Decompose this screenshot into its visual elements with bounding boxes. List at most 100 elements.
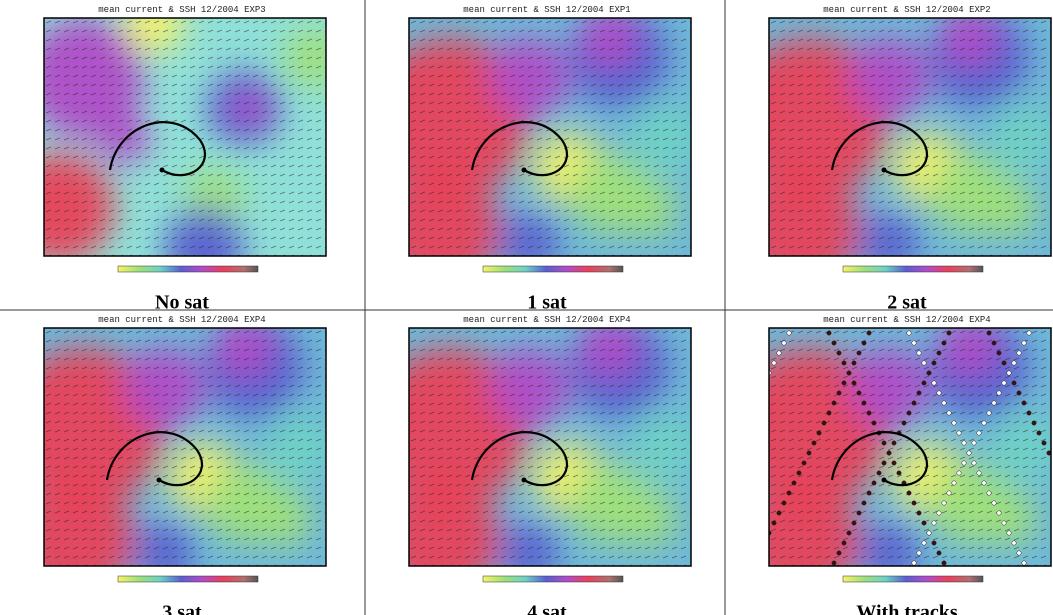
track-point bbox=[867, 491, 871, 495]
panel-title: mean current & SSH 12/2004 EXP3 bbox=[98, 5, 265, 15]
track-point bbox=[832, 561, 836, 565]
track-point bbox=[962, 441, 966, 445]
track-point bbox=[787, 491, 791, 495]
track-point bbox=[842, 381, 846, 385]
track-point bbox=[872, 421, 876, 425]
current-arrows bbox=[769, 18, 1051, 256]
panel-title: mean current & SSH 12/2004 EXP2 bbox=[823, 5, 990, 15]
track-point bbox=[937, 551, 941, 555]
track-point bbox=[837, 391, 841, 395]
track-point bbox=[892, 461, 896, 465]
figure: mean current & SSH 12/2004 EXP3No satmea… bbox=[0, 0, 1053, 615]
track-point bbox=[1017, 351, 1021, 355]
track-point bbox=[997, 391, 1001, 395]
track-point bbox=[882, 461, 886, 465]
panel-title: mean current & SSH 12/2004 EXP4 bbox=[98, 315, 265, 325]
colorbar bbox=[483, 576, 623, 582]
track-point bbox=[942, 341, 946, 345]
track-point bbox=[907, 331, 911, 335]
track-point bbox=[922, 541, 926, 545]
colorbar bbox=[118, 266, 258, 272]
current-arrows bbox=[44, 328, 326, 566]
panel-title: mean current & SSH 12/2004 EXP4 bbox=[823, 315, 990, 325]
track-point bbox=[852, 381, 856, 385]
track-point bbox=[992, 401, 996, 405]
drifter-start bbox=[882, 168, 887, 173]
track-point bbox=[832, 401, 836, 405]
track-point bbox=[897, 471, 901, 475]
current-arrows bbox=[409, 18, 691, 256]
track-point bbox=[922, 521, 926, 525]
track-point bbox=[887, 451, 891, 455]
track-point bbox=[1007, 371, 1011, 375]
track-point bbox=[932, 381, 936, 385]
track-point bbox=[777, 511, 781, 515]
track-point bbox=[932, 541, 936, 545]
track-point bbox=[922, 381, 926, 385]
track-point bbox=[1027, 331, 1031, 335]
track-point bbox=[1012, 361, 1016, 365]
track-point bbox=[857, 391, 861, 395]
track-point bbox=[867, 331, 871, 335]
track-point bbox=[947, 491, 951, 495]
track-point bbox=[842, 361, 846, 365]
track-point bbox=[772, 521, 776, 525]
track-point bbox=[912, 561, 916, 565]
drifter-start bbox=[157, 478, 162, 483]
panel-title: mean current & SSH 12/2004 EXP4 bbox=[463, 315, 630, 325]
track-point bbox=[847, 371, 851, 375]
track-point bbox=[862, 401, 866, 405]
panel-caption: 2 sat bbox=[887, 292, 927, 314]
track-point bbox=[912, 341, 916, 345]
track-point bbox=[947, 411, 951, 415]
track-point bbox=[987, 491, 991, 495]
track-point bbox=[1022, 401, 1026, 405]
track-point bbox=[837, 351, 841, 355]
ssh-map bbox=[729, 8, 1053, 288]
track-point bbox=[997, 511, 1001, 515]
track-point bbox=[927, 531, 931, 535]
track-point bbox=[862, 341, 866, 345]
track-point bbox=[1027, 411, 1031, 415]
track-point bbox=[1042, 441, 1046, 445]
track-point bbox=[1002, 381, 1006, 385]
track-point bbox=[907, 411, 911, 415]
track-point bbox=[822, 421, 826, 425]
track-point bbox=[902, 421, 906, 425]
track-point bbox=[937, 351, 941, 355]
track-point bbox=[957, 431, 961, 435]
track-point bbox=[962, 461, 966, 465]
panel-title: mean current & SSH 12/2004 EXP1 bbox=[463, 5, 630, 15]
track-point bbox=[957, 471, 961, 475]
drifter-start bbox=[522, 478, 527, 483]
track-point bbox=[862, 501, 866, 505]
track-point bbox=[827, 331, 831, 335]
track-point bbox=[942, 401, 946, 405]
ssh-map bbox=[369, 8, 699, 288]
track-point bbox=[792, 481, 796, 485]
track-point bbox=[827, 411, 831, 415]
track-point bbox=[912, 401, 916, 405]
track-point bbox=[892, 441, 896, 445]
panel-caption: 1 sat bbox=[527, 292, 567, 314]
track-point bbox=[857, 511, 861, 515]
track-point bbox=[872, 481, 876, 485]
track-point bbox=[932, 361, 936, 365]
track-point bbox=[1017, 551, 1021, 555]
ssh-map bbox=[369, 318, 699, 598]
track-point bbox=[1012, 541, 1016, 545]
track-point bbox=[1032, 421, 1036, 425]
track-point bbox=[867, 411, 871, 415]
track-point bbox=[907, 491, 911, 495]
track-point bbox=[1022, 341, 1026, 345]
track-point bbox=[777, 351, 781, 355]
track-point bbox=[1007, 531, 1011, 535]
track-point bbox=[837, 551, 841, 555]
drifter-start bbox=[160, 168, 165, 173]
track-point bbox=[937, 511, 941, 515]
track-point bbox=[802, 461, 806, 465]
ssh-map bbox=[4, 0, 344, 288]
panel-caption: 3 sat bbox=[162, 602, 202, 615]
track-point bbox=[987, 411, 991, 415]
track-point bbox=[972, 461, 976, 465]
